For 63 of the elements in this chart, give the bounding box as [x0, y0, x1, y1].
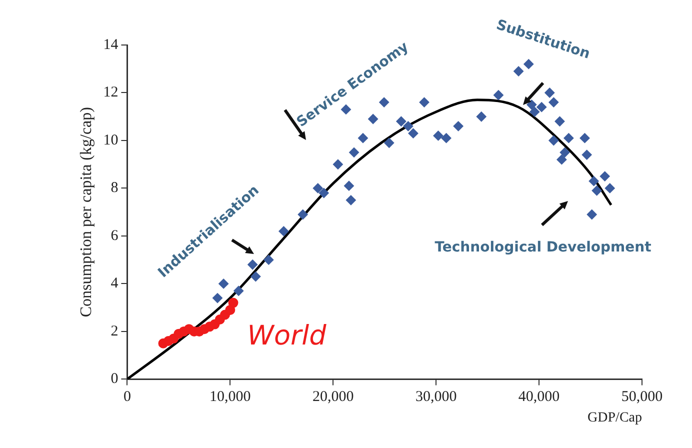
y-tick-label: 14 — [103, 36, 119, 53]
point — [476, 112, 486, 122]
point — [493, 90, 504, 100]
point — [368, 114, 378, 124]
point — [530, 106, 540, 117]
point — [600, 171, 610, 182]
point — [586, 209, 597, 220]
y-tick-label: 8 — [110, 180, 118, 196]
point — [384, 138, 394, 148]
point — [332, 159, 343, 170]
point — [344, 180, 354, 191]
point — [403, 121, 414, 132]
point — [514, 66, 524, 76]
y-tick-label: 10 — [103, 132, 118, 148]
point — [379, 97, 390, 108]
series-label: World — [247, 320, 328, 352]
point — [580, 133, 590, 144]
point — [592, 186, 602, 196]
point — [548, 135, 559, 146]
point — [408, 128, 418, 138]
point — [524, 59, 534, 70]
x-tick-label: 50,000 — [621, 389, 663, 406]
point — [453, 121, 464, 132]
y-tick-label: 2 — [110, 323, 118, 340]
point — [312, 183, 323, 194]
point — [536, 102, 547, 112]
point — [228, 298, 238, 308]
point — [433, 130, 444, 141]
point — [441, 133, 452, 144]
point — [419, 97, 430, 108]
x-tick-label: 40,000 — [518, 389, 560, 406]
point — [218, 278, 229, 289]
point — [564, 133, 574, 144]
point — [234, 286, 244, 296]
y-tick-label: 12 — [103, 84, 118, 101]
point — [358, 133, 368, 144]
x-tick-label: 30,000 — [415, 389, 457, 406]
x-axis-title: GDP/Cap — [588, 410, 642, 426]
annotation: Technological Development — [434, 240, 652, 256]
point — [318, 188, 329, 198]
point — [554, 116, 565, 126]
point — [212, 293, 222, 304]
y-tick-label: 0 — [110, 371, 118, 388]
point — [544, 88, 555, 98]
point — [556, 154, 567, 165]
point — [349, 147, 360, 158]
point — [548, 97, 559, 108]
point — [588, 176, 599, 186]
point — [526, 100, 537, 110]
y-tick-label: 4 — [110, 276, 119, 292]
x-tick-label: 10,000 — [210, 389, 251, 406]
point — [560, 147, 570, 158]
point — [346, 195, 356, 206]
point — [278, 226, 289, 236]
point — [604, 183, 615, 194]
point — [264, 254, 274, 265]
point — [298, 209, 308, 220]
y-axis-title: Consumption per capita (kg/cap) — [78, 107, 95, 318]
x-tick-label: 20,000 — [312, 389, 354, 406]
point — [582, 150, 592, 160]
y-tick-label: 6 — [110, 228, 119, 244]
point — [396, 116, 406, 126]
x-tick-label: 0 — [123, 389, 131, 406]
